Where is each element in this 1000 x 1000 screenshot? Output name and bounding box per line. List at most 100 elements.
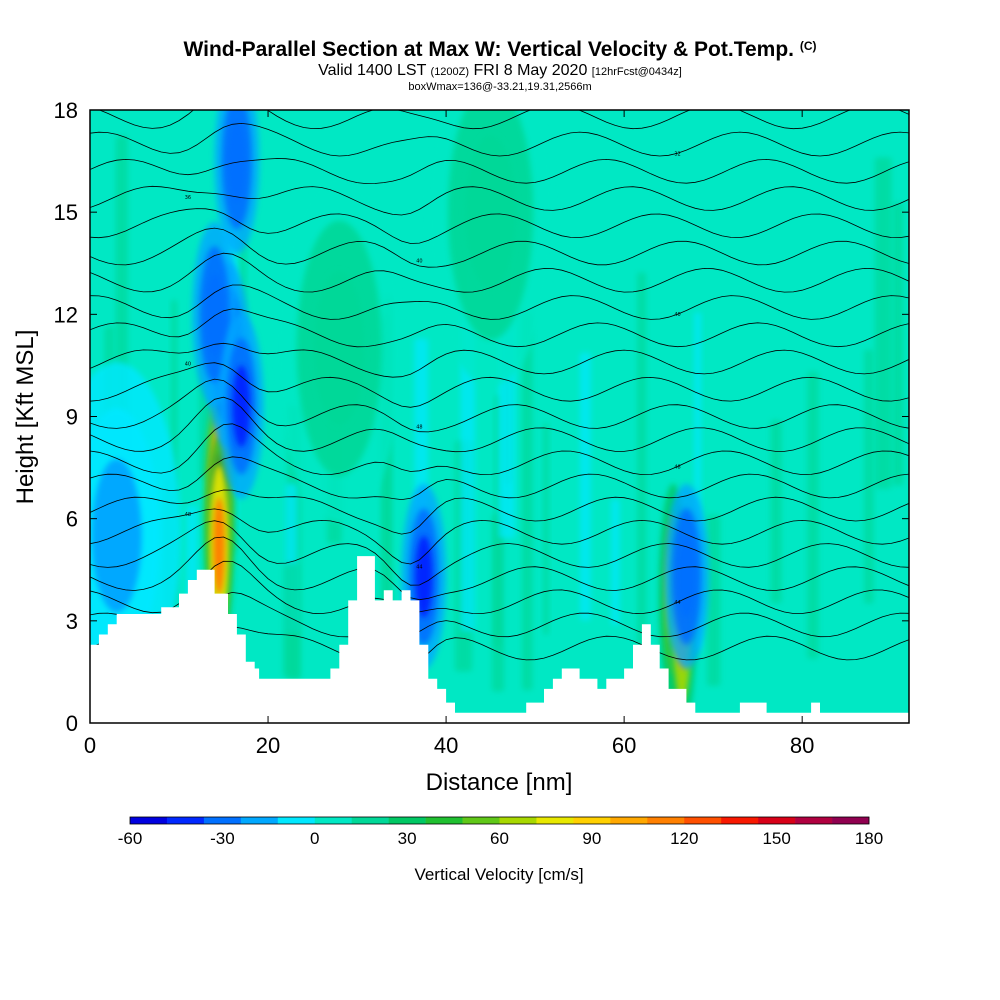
- theta-contour-line: [90, 378, 909, 433]
- colorbar-swatch: [536, 817, 574, 824]
- colorbar-tick-label: 180: [855, 829, 883, 848]
- velocity-core: [677, 535, 696, 618]
- velocity-streak: [283, 563, 299, 678]
- theta-contours: [90, 43, 909, 671]
- velocity-core: [415, 535, 433, 618]
- velocity-streak: [874, 157, 892, 489]
- colorbar-swatch: [832, 817, 870, 824]
- velocity-core: [91, 459, 142, 613]
- subtitle-valid: Valid 1400 LST: [318, 62, 427, 79]
- velocity-core: [205, 273, 224, 356]
- theta-contour-line: [90, 396, 909, 453]
- velocity-core: [232, 365, 251, 448]
- theta-contour-label: 40: [674, 312, 680, 318]
- theta-contour-label: 40: [185, 362, 191, 368]
- x-axis-title: Distance [nm]: [426, 769, 573, 796]
- theta-contour-label: 40: [416, 258, 422, 264]
- terrain-mask: [90, 556, 909, 723]
- theta-contour-line: [90, 252, 909, 293]
- colorbar-swatch: [610, 817, 648, 824]
- x-tick-label: 20: [256, 733, 280, 758]
- colorbar-tick-label: 60: [490, 829, 509, 848]
- velocity-streak: [864, 349, 874, 604]
- x-tick-label: 80: [790, 733, 814, 758]
- theta-contour-label: 44: [416, 565, 422, 571]
- colorbar-swatch: [388, 817, 426, 824]
- colorbar-swatch: [462, 817, 500, 824]
- theta-contour-line: [98, 110, 909, 130]
- velocity-streak: [414, 338, 429, 523]
- title-block: Wind-Parallel Section at Max W: Vertical…: [0, 34, 1000, 93]
- chart-title-text: Wind-Parallel Section at Max W: Vertical…: [183, 38, 794, 61]
- theta-contour-line: [90, 208, 909, 244]
- colorbar-swatch: [499, 817, 537, 824]
- chart-info-line: boxWmax=136@-33.21,19.31,2566m: [408, 81, 592, 93]
- colorbar-tick-label: 150: [762, 829, 790, 848]
- theta-contour-line: [90, 158, 909, 185]
- colorbar-swatch: [721, 817, 759, 824]
- theta-contour-line: [90, 536, 909, 601]
- x-tick-label: 40: [434, 733, 458, 758]
- subtitle-utc: (1200Z): [430, 66, 470, 78]
- subtitle-date: FRI 8 May 2020: [473, 62, 588, 79]
- theta-contour-line: [90, 227, 909, 268]
- theta-contour-label: 44: [674, 600, 680, 606]
- subtitle-forecast: [12hrFcst@0434z]: [591, 66, 682, 78]
- colorbar-frame: [129, 816, 870, 825]
- colorbar-swatch: [351, 817, 389, 824]
- theta-contour-label: 48: [185, 512, 191, 518]
- theta-contour-line: [90, 185, 909, 216]
- colorbar-swatch: [203, 817, 242, 824]
- colorbar-swatch: [684, 817, 722, 824]
- theta-contour-line: [90, 560, 909, 615]
- x-axis: 0 20 40 60 80: [84, 110, 814, 758]
- colorbar: -60 -30 0 30 60 90 120 150 180: [118, 816, 883, 848]
- colorbar-swatch: [758, 817, 796, 824]
- chart-subtitle: Valid 1400 LST (1200Z) FRI 8 May 2020 [1…: [0, 62, 1000, 81]
- y-tick-label: 3: [66, 609, 78, 634]
- x-tick-label: 0: [84, 733, 96, 758]
- theta-contour-label: 48: [416, 424, 422, 430]
- theta-contour-line: [90, 43, 909, 80]
- colorbar-swatch: [130, 817, 168, 824]
- colorbar-swatch: [647, 817, 685, 824]
- colorbar-tick-label: 120: [670, 829, 698, 848]
- x-tick-label: 60: [612, 733, 636, 758]
- copyright-mark: (C): [799, 39, 817, 53]
- theta-contour-label: 48: [674, 465, 680, 471]
- colorbar-swatch: [573, 817, 611, 824]
- colorbar-tick-label: -30: [210, 829, 235, 848]
- velocity-streak: [892, 203, 904, 486]
- theta-contour-line: [90, 456, 909, 501]
- velocity-streak: [706, 515, 721, 686]
- theta-contour-label: 32: [416, 92, 422, 98]
- colorbar-tick-label: 30: [398, 829, 417, 848]
- y-tick-label: 12: [54, 302, 78, 327]
- y-tick-label: 18: [54, 98, 78, 123]
- velocity-core: [213, 497, 225, 595]
- colorbar-tick-label: 90: [582, 829, 601, 848]
- chart-title: Wind-Parallel Section at Max W: Vertical…: [0, 34, 1000, 62]
- colorbar-tick-label: 0: [310, 829, 319, 848]
- colorbar-swatch: [277, 817, 316, 824]
- y-tick-label: 6: [66, 507, 78, 532]
- theta-contour-label: 36: [185, 195, 191, 201]
- velocity-core: [314, 271, 365, 426]
- colorbar-swatch: [795, 817, 833, 824]
- theta-contour-label: 32: [674, 151, 680, 157]
- colorbar-tick-label: -60: [118, 829, 143, 848]
- plot-area: 444444484848404040363232: [90, 43, 909, 723]
- velocity-streak: [770, 420, 782, 604]
- velocity-streak: [807, 371, 819, 659]
- colorbar-swatch: [314, 817, 352, 824]
- theta-contour-line: [90, 489, 909, 535]
- theta-contour-line: [90, 284, 909, 320]
- velocity-core: [465, 135, 516, 289]
- colorbar-swatch: [425, 817, 463, 824]
- velocity-core: [228, 120, 246, 202]
- colorbar-swatch: [240, 817, 279, 824]
- y-axis-title: Height [Kft MSL]: [12, 330, 39, 505]
- theta-contour-line: [90, 122, 909, 157]
